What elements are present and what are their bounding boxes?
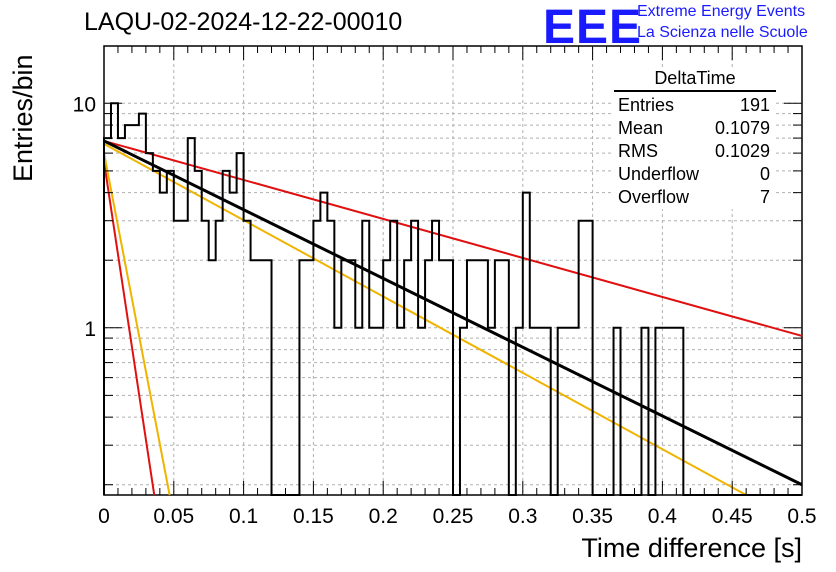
stats-value: 0 (759, 164, 770, 184)
logo-subtitle-1: Extreme Energy Events (637, 3, 806, 20)
fit-curve-5 (103, 152, 171, 496)
y-tick-label: 10 (73, 93, 96, 116)
stats-row: RMS 0.1029 (614, 140, 776, 163)
run-title: LAQU-02-2024-12-22-00010 (84, 8, 403, 36)
x-tick-label: 0.2 (369, 505, 398, 528)
stats-title: DeltaTime (614, 68, 776, 92)
stats-box: DeltaTime Entries 191 Mean 0.1079 RMS 0.1029 U… (614, 68, 776, 209)
stats-label: Overflow (618, 187, 690, 207)
x-tick-label: 0.45 (712, 505, 753, 528)
x-tick-label: 0.15 (293, 505, 334, 528)
stats-label: Mean (618, 118, 664, 138)
histogram (103, 102, 802, 496)
stats-label: Underflow (618, 164, 700, 184)
stats-row: Mean 0.1079 (614, 117, 776, 140)
stats-value: 0.1029 (714, 141, 770, 161)
x-tick-label: 0.3 (508, 505, 537, 528)
stats-row: Entries 191 (614, 94, 776, 117)
y-tick-label: 1 (84, 318, 96, 341)
fit-curve-4 (103, 161, 156, 496)
x-tick-label: 0.1 (229, 505, 258, 528)
eee-logo: EEE (543, 1, 643, 54)
stats-value: 7 (759, 187, 770, 207)
stats-label: RMS (618, 141, 658, 161)
axis-tick-labels: 0 0.05 0.1 0.15 0.2 0.25 0.3 0.35 0.4 0.45 0.5 1 10 (73, 93, 817, 528)
x-tick-label: 0.4 (648, 505, 678, 528)
stats-row: Underflow 0 (614, 163, 776, 186)
y-axis-label: Entries/bin (8, 54, 38, 182)
x-tick-label: 0.25 (433, 505, 474, 528)
stats-value: 191 (739, 95, 770, 115)
stats-row: Overflow 7 (614, 186, 776, 209)
stats-value: 0.1079 (714, 118, 770, 138)
x-tick-label: 0.5 (787, 505, 816, 528)
stats-rows: Entries 191 Mean 0.1079 RMS 0.1029 Underflow 0 O… (614, 94, 776, 209)
logo-subtitle-2: La Scienza nelle Scuole (637, 24, 808, 41)
fit-curve-1 (103, 139, 803, 337)
x-axis-label: Time difference [s] (581, 533, 802, 563)
x-tick-label: 0.35 (572, 505, 613, 528)
x-tick-label: 0 (98, 505, 110, 528)
stats-label: Entries (618, 95, 675, 115)
axis-ticks (103, 46, 803, 495)
x-tick-label: 0.05 (153, 505, 194, 528)
